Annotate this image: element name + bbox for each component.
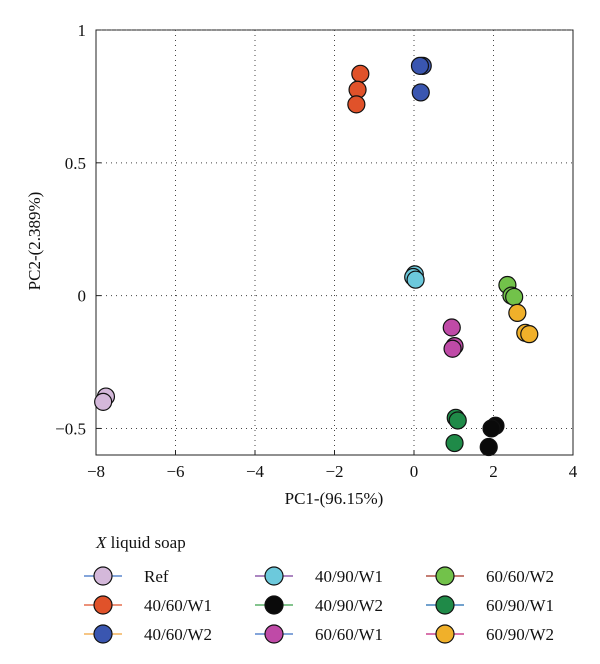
data-point [442,318,461,337]
y-axis-ticks: −0.5 0 0.5 1 [55,21,101,438]
x-axis-title: PC1-(96.15%) [285,489,384,508]
series-40-90-w1 [404,265,425,289]
legend-label: 40/90/W2 [315,596,383,615]
data-point [448,411,467,430]
legend-label: 40/60/W2 [144,625,212,644]
data-point [443,339,462,358]
legend-label: Ref [144,567,169,586]
legend-marker [93,566,113,586]
x-tick-label: 2 [489,462,498,481]
y-tick-label: −0.5 [55,419,86,438]
plot-frame [95,29,574,456]
data-point [351,64,370,83]
x-tick-label: −2 [325,462,343,481]
data-point [411,83,430,102]
data-point [479,437,498,457]
x-tick-label: −6 [166,462,184,481]
data-points [94,56,539,457]
legend-label: 60/60/W2 [486,567,554,586]
data-point [520,325,539,344]
legend-label: 60/60/W1 [315,625,383,644]
data-point [347,95,366,114]
legend-label: 60/90/W1 [486,596,554,615]
data-point [410,56,430,75]
series-60-90-w2 [508,303,539,344]
y-tick-label: 0.5 [65,154,86,173]
x-tick-label: −4 [246,462,265,481]
data-point [505,287,524,307]
series-40-60-w1 [347,64,370,114]
series-60-60-w2 [498,275,524,307]
legend-marker [93,595,113,615]
legend-marker [264,595,284,615]
y-axis-title: PC2-(2.389%) [25,192,44,291]
legend-item: 60/90/W1 [426,595,554,615]
legend-item: 60/60/W2 [426,566,554,586]
legend: Ref 40/60/W1 40/60/W2 40/90/W1 40/90/W2 60/60… [84,566,554,644]
y-tick-label: 0 [78,287,87,306]
x-tick-label: 0 [410,462,419,481]
legend-title: X liquid soap [95,533,186,552]
legend-item: Ref [84,566,169,586]
x-tick-label: 4 [569,462,578,481]
legend-title-italic: X [95,533,107,552]
data-point [482,419,501,438]
series-60-60-w1 [442,318,464,358]
legend-marker [264,624,284,644]
legend-marker [435,566,455,586]
legend-label: 40/60/W1 [144,596,212,615]
legend-marker [93,624,113,644]
series-40-90-w2 [479,416,505,457]
series-ref [94,387,116,411]
series-60-90-w1 [445,408,467,453]
legend-item: 40/90/W2 [255,595,383,615]
plot-area [95,29,574,456]
legend-marker [264,566,284,586]
legend-marker [435,595,455,615]
legend-title-rest: liquid soap [106,533,185,552]
legend-label: 60/90/W2 [486,625,554,644]
legend-item: 40/60/W1 [84,595,212,615]
x-axis-ticks: −8 −6 −4 −2 0 2 4 [87,450,578,481]
data-point [508,303,527,322]
legend-item: 40/90/W1 [255,566,383,586]
x-tick-label: −8 [87,462,105,481]
legend-item: 60/60/W1 [255,624,383,644]
legend-item: 40/60/W2 [84,624,212,644]
legend-marker [435,624,455,644]
data-point [445,433,464,453]
legend-label: 40/90/W1 [315,567,383,586]
y-tick-label: 1 [78,21,87,40]
data-point [94,392,113,411]
legend-item: 60/90/W2 [426,624,554,644]
series-40-60-w2 [410,56,432,102]
data-point [406,270,425,289]
